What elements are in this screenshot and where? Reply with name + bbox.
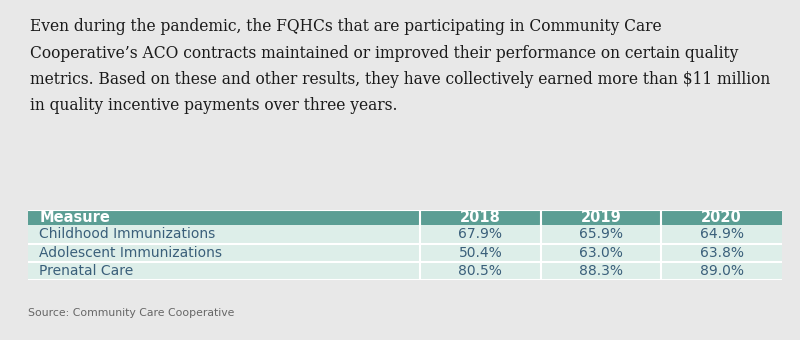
Text: 63.0%: 63.0% bbox=[579, 246, 623, 260]
Text: 2019: 2019 bbox=[581, 210, 622, 225]
Text: Even during the pandemic, the FQHCs that are participating in Community Care: Even during the pandemic, the FQHCs that… bbox=[30, 18, 662, 35]
Bar bbox=[28, 210, 782, 225]
Text: 63.8%: 63.8% bbox=[700, 246, 744, 260]
Bar bbox=[28, 243, 782, 262]
Text: 67.9%: 67.9% bbox=[458, 227, 502, 241]
Text: 2018: 2018 bbox=[460, 210, 501, 225]
Text: 50.4%: 50.4% bbox=[458, 246, 502, 260]
Text: Childhood Immunizations: Childhood Immunizations bbox=[39, 227, 215, 241]
Text: 65.9%: 65.9% bbox=[579, 227, 623, 241]
Text: 80.5%: 80.5% bbox=[458, 264, 502, 278]
Text: 64.9%: 64.9% bbox=[700, 227, 744, 241]
Text: in quality incentive payments over three years.: in quality incentive payments over three… bbox=[30, 98, 398, 115]
Text: 89.0%: 89.0% bbox=[700, 264, 744, 278]
Bar bbox=[28, 262, 782, 280]
Text: Measure: Measure bbox=[39, 210, 110, 225]
Text: metrics. Based on these and other results, they have collectively earned more th: metrics. Based on these and other result… bbox=[30, 71, 770, 88]
Text: Cooperative’s ACO contracts maintained or improved their performance on certain : Cooperative’s ACO contracts maintained o… bbox=[30, 45, 738, 62]
Text: 88.3%: 88.3% bbox=[579, 264, 623, 278]
Bar bbox=[28, 225, 782, 243]
Text: Prenatal Care: Prenatal Care bbox=[39, 264, 134, 278]
Text: 2020: 2020 bbox=[702, 210, 742, 225]
Text: Adolescent Immunizations: Adolescent Immunizations bbox=[39, 246, 222, 260]
Text: Source: Community Care Cooperative: Source: Community Care Cooperative bbox=[28, 308, 234, 318]
